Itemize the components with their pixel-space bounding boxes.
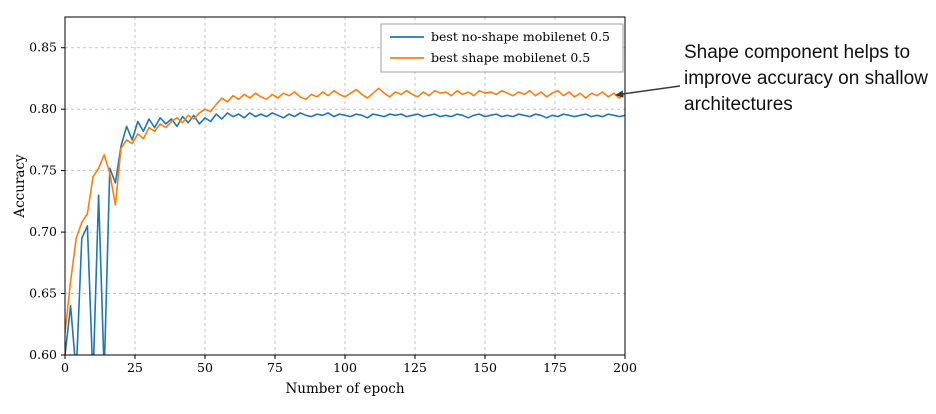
legend: best no-shape mobilenet 0.5 best shape mo… <box>380 23 624 73</box>
svg-text:0.60: 0.60 <box>29 347 57 362</box>
svg-text:0: 0 <box>61 360 69 375</box>
svg-text:150: 150 <box>473 360 497 375</box>
svg-text:100: 100 <box>333 360 357 375</box>
svg-text:0.75: 0.75 <box>29 163 57 178</box>
axis-ticks <box>61 47 626 359</box>
svg-text:25: 25 <box>127 360 143 375</box>
svg-text:0.80: 0.80 <box>29 101 57 116</box>
annotation-arrow <box>615 85 681 98</box>
svg-text:75: 75 <box>267 360 283 375</box>
series-line-0 <box>65 112 625 355</box>
svg-text:0.85: 0.85 <box>29 40 57 55</box>
tick-labels: 0 25 50 75 100 125 150 175 200 0.60 0.65 0.70 0.75 0.… <box>29 40 637 375</box>
svg-text:200: 200 <box>613 360 637 375</box>
x-axis-label: Number of epoch <box>285 381 404 397</box>
svg-text:0.65: 0.65 <box>29 286 57 301</box>
svg-text:50: 50 <box>197 360 213 375</box>
series-line-1 <box>65 87 625 333</box>
svg-text:125: 125 <box>403 360 427 375</box>
legend-label-0: best no-shape mobilenet 0.5 <box>431 29 610 44</box>
legend-label-1: best shape mobilenet 0.5 <box>431 50 590 65</box>
svg-text:175: 175 <box>543 360 567 375</box>
y-axis-label: Accuracy <box>12 154 28 219</box>
svg-text:0.70: 0.70 <box>29 224 57 239</box>
annotation-text: Shape component helps to improve accurac… <box>684 42 928 116</box>
